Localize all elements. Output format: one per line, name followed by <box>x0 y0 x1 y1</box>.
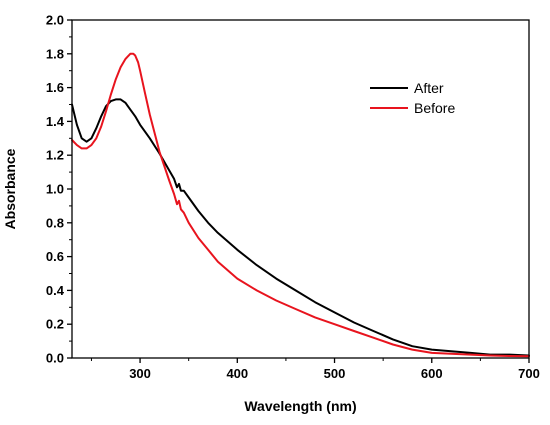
x-axis-title: Wavelength (nm) <box>244 398 356 414</box>
x-tick-label: 600 <box>421 366 443 381</box>
y-tick-label: 0.2 <box>46 317 64 332</box>
x-tick-label: 500 <box>324 366 346 381</box>
series-layer <box>71 52 530 358</box>
y-tick-label: 2.0 <box>46 13 64 28</box>
y-tick-label: 0.0 <box>46 351 64 366</box>
y-tick-label: 0.4 <box>46 283 65 298</box>
series-line-after <box>71 98 530 357</box>
y-axis-title: Absorbance <box>2 148 18 229</box>
x-tick-label: 700 <box>518 366 540 381</box>
y-tick-label: 0.8 <box>46 215 64 230</box>
y-tick-label: 1.0 <box>46 182 64 197</box>
x-tick-label: 300 <box>129 366 151 381</box>
y-axis-ticks: 0.0 0.2 0.4 0.6 0.8 1.0 1.2 1.4 1.6 1.8 2.0 <box>46 13 72 366</box>
x-tick-label: 400 <box>226 366 248 381</box>
legend-label-after: After <box>414 80 444 96</box>
x-axis-ticks: 300 400 500 600 700 <box>90 358 540 381</box>
y-tick-label: 1.8 <box>46 46 64 61</box>
legend-label-before: Before <box>414 100 455 116</box>
y-tick-label: 0.6 <box>46 249 64 264</box>
series-line-before <box>71 52 530 358</box>
y-tick-label: 1.2 <box>46 148 64 163</box>
y-tick-label: 1.6 <box>46 80 64 95</box>
legend: After Before <box>370 80 455 116</box>
y-tick-label: 1.4 <box>46 114 65 129</box>
